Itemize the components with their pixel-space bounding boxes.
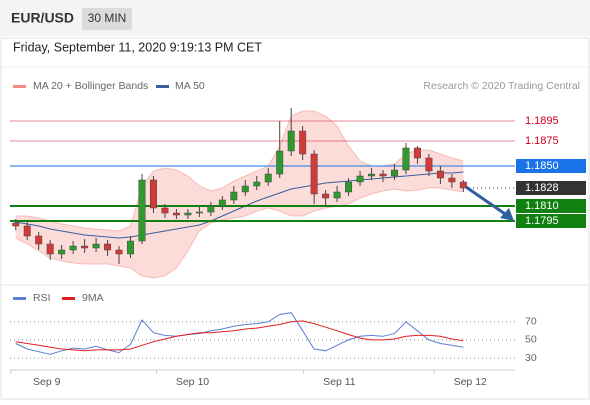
legend-swatch xyxy=(62,297,75,300)
candle-body xyxy=(58,249,66,255)
level-label: 1.1850 xyxy=(525,160,559,172)
level-box xyxy=(516,199,586,213)
interval-badge[interactable] xyxy=(82,8,132,30)
candle-body xyxy=(322,193,330,199)
bollinger-band xyxy=(15,111,464,278)
candle-body xyxy=(253,181,261,187)
candle-body xyxy=(12,222,20,227)
candle-body xyxy=(150,179,157,209)
forecast-arrow xyxy=(465,185,509,218)
legend-label: MA 20 + Bollinger Bands xyxy=(33,80,148,92)
candle-body xyxy=(356,175,364,183)
candle-body xyxy=(115,249,123,255)
candle-body xyxy=(127,240,134,255)
candle-body xyxy=(69,245,77,251)
level-label: 1.1895 xyxy=(525,115,559,127)
x-tick-label: Sep 11 xyxy=(323,376,356,388)
candle-body xyxy=(264,173,272,183)
legend-label: RSI xyxy=(33,292,51,304)
candle-body xyxy=(287,130,295,152)
candle-body xyxy=(448,177,456,183)
legend-swatch xyxy=(13,85,26,88)
candle-body xyxy=(230,191,238,201)
rsi-panel: 30 50 70 Sep 9 Sep 10 Sep 11 Sep 12 xyxy=(10,312,537,388)
timestamp: Friday, September 11, 2020 9:19:13 PM CE… xyxy=(13,40,262,54)
legend-swatch xyxy=(156,85,169,88)
legend-label: 9MA xyxy=(82,292,104,304)
level-box xyxy=(516,214,586,228)
y-tick-label: 70 xyxy=(525,316,537,328)
overlay xyxy=(465,185,514,221)
credit: Research © 2020 Trading Central xyxy=(423,80,580,92)
candle-body xyxy=(391,169,398,177)
level-label: 1.1810 xyxy=(525,200,559,212)
candle-body xyxy=(333,191,341,199)
candle-body xyxy=(276,150,284,175)
candle-body xyxy=(195,211,203,214)
candle-body xyxy=(81,245,89,249)
candle-body xyxy=(207,205,215,213)
bollinger-upper xyxy=(15,110,464,232)
candle-body xyxy=(218,199,226,207)
price-panel: 1.1895 1.1875 1.1850 1.1828 1.1810 1.1795 xyxy=(10,108,586,279)
x-tick-label: Sep 10 xyxy=(176,376,209,388)
candle-body xyxy=(92,243,100,249)
candle-body xyxy=(299,130,307,155)
candle-body xyxy=(241,185,249,193)
candle-body xyxy=(184,212,192,216)
candle-body xyxy=(368,173,375,177)
chart-card xyxy=(0,37,590,400)
bollinger-lower xyxy=(15,187,464,279)
candle-body xyxy=(161,207,169,214)
candle-body xyxy=(23,225,31,237)
ma50-line xyxy=(15,171,464,239)
candle-body xyxy=(402,147,410,171)
candle-body xyxy=(138,179,146,242)
candle-body xyxy=(345,181,353,193)
y-tick-label: 50 xyxy=(525,334,537,346)
symbol: EUR/USD xyxy=(11,10,74,26)
level-label: 1.1795 xyxy=(525,215,559,227)
candle-body xyxy=(172,212,180,216)
candle-body xyxy=(379,173,387,177)
interval[interactable]: 30 MIN xyxy=(88,11,127,25)
level-box xyxy=(516,159,586,173)
y-tick-label: 30 xyxy=(525,352,537,364)
candle-body xyxy=(436,170,444,179)
candle-body xyxy=(104,243,112,251)
candle-body xyxy=(35,235,43,245)
level-label: 1.1828 xyxy=(525,182,559,194)
rsi-line xyxy=(15,312,464,355)
arrow-head xyxy=(500,208,514,221)
x-tick-label: Sep 9 xyxy=(33,376,61,388)
legend-swatch xyxy=(13,297,26,300)
candle-body xyxy=(310,153,318,195)
level-label: 1.1875 xyxy=(525,135,559,147)
candle-body xyxy=(459,181,467,189)
x-tick-label: Sep 12 xyxy=(454,376,487,388)
legend-label: MA 50 xyxy=(175,80,205,92)
rsi-line xyxy=(15,320,464,352)
candle-body xyxy=(413,147,421,159)
level-box xyxy=(516,181,586,195)
candle-body xyxy=(46,243,54,255)
candle-body xyxy=(425,157,433,172)
